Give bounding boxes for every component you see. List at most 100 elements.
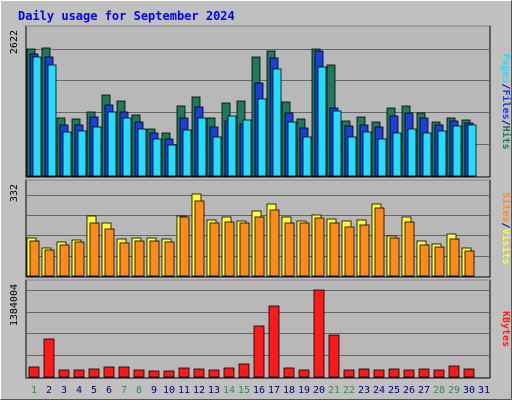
top-pages-bar-day-14 bbox=[227, 115, 237, 177]
top-legend-item-4: / bbox=[500, 120, 511, 126]
top-pages-bar-day-20 bbox=[317, 66, 327, 177]
bottom-kbytes-bar-day-8 bbox=[133, 369, 145, 378]
middle-sites-bar-day-11 bbox=[179, 216, 190, 277]
bottom-kbytes-bar-day-11 bbox=[178, 367, 190, 378]
x-tick-label-day-4: 4 bbox=[76, 385, 82, 396]
bottom-kbytes-bar-day-10 bbox=[163, 370, 175, 378]
bottom-kbytes-bar-day-22 bbox=[343, 369, 355, 378]
x-tick-label-day-10: 10 bbox=[163, 385, 175, 396]
bottom-kbytes-bar-day-7 bbox=[118, 366, 130, 378]
x-tick-label-day-15: 15 bbox=[238, 385, 250, 396]
x-tick-label-day-3: 3 bbox=[61, 385, 67, 396]
x-tick-label-day-14: 14 bbox=[223, 385, 235, 396]
bottom-kbytes-bar-day-13 bbox=[208, 369, 220, 378]
top-pages-bar-day-16 bbox=[257, 98, 267, 177]
top-legend-item-2: / bbox=[500, 83, 511, 89]
top-pages-bar-day-26 bbox=[407, 128, 417, 177]
top-pages-bar-day-24 bbox=[377, 138, 387, 177]
middle-sites-bar-day-9 bbox=[149, 240, 160, 277]
top-pages-bar-day-28 bbox=[437, 130, 447, 177]
middle-sites-bar-day-14 bbox=[224, 221, 235, 277]
top-pages-bar-day-5 bbox=[92, 126, 102, 177]
middle-legend-item-2: / bbox=[500, 222, 511, 228]
bottom-kbytes-bar-day-16 bbox=[253, 325, 265, 378]
middle-sites-bar-day-15 bbox=[239, 222, 250, 277]
x-tick-label-day-9: 9 bbox=[151, 385, 157, 396]
middle-sites-bar-day-3 bbox=[59, 244, 70, 277]
bottom-kbytes-bar-day-9 bbox=[148, 370, 160, 378]
top-pages-bar-day-11 bbox=[182, 129, 192, 177]
top-legend: Pages/Files/Hits bbox=[500, 53, 512, 149]
middle-sites-bar-day-17 bbox=[269, 209, 280, 277]
top-pages-bar-day-19 bbox=[302, 136, 312, 177]
top-pages-bar-day-23 bbox=[362, 131, 372, 177]
bottom-kbytes-bar-day-19 bbox=[298, 369, 310, 378]
middle-legend-item-1: Sites bbox=[500, 192, 512, 222]
top-pages-bar-day-2 bbox=[47, 64, 57, 177]
bottom-kbytes-bar-day-18 bbox=[283, 367, 295, 378]
top-pages-bar-day-18 bbox=[287, 121, 297, 177]
top-pages-bar-day-7 bbox=[122, 117, 132, 177]
top-pages-bar-day-13 bbox=[212, 136, 222, 177]
x-tick-label-day-12: 12 bbox=[193, 385, 205, 396]
top-pages-bar-day-29 bbox=[452, 125, 462, 177]
top-pages-bar-day-9 bbox=[152, 138, 162, 177]
bottom-legend-item-1: KBytes bbox=[500, 311, 511, 347]
x-tick-label-day-17: 17 bbox=[268, 385, 280, 396]
x-tick-label-day-30: 30 bbox=[463, 385, 475, 396]
x-tick-label-day-2: 2 bbox=[46, 385, 52, 396]
middle-sites-bar-day-16 bbox=[254, 216, 265, 277]
x-tick-label-day-5: 5 bbox=[91, 385, 97, 396]
x-tick-label-day-29: 29 bbox=[448, 385, 460, 396]
bottom-kbytes-bar-day-3 bbox=[58, 369, 70, 378]
middle-sites-bar-day-26 bbox=[404, 221, 415, 277]
middle-sites-bar-day-22 bbox=[344, 226, 355, 277]
x-tick-label-day-22: 22 bbox=[343, 385, 355, 396]
bottom-kbytes-bar-day-4 bbox=[73, 369, 85, 378]
bottom-kbytes-bar-day-14 bbox=[223, 367, 235, 378]
bottom-kbytes-bar-day-15 bbox=[238, 363, 250, 378]
middle-sites-bar-day-18 bbox=[284, 222, 295, 277]
x-tick-label-day-25: 25 bbox=[388, 385, 400, 396]
top-legend-item-1: Pages bbox=[500, 53, 511, 83]
x-tick-label-day-8: 8 bbox=[136, 385, 142, 396]
middle-ymax-label: 332 bbox=[9, 184, 20, 202]
bottom-legend: KBytes bbox=[500, 311, 511, 347]
chart-title: Daily usage for September 2024 bbox=[18, 9, 235, 23]
bottom-kbytes-bar-day-23 bbox=[358, 368, 370, 378]
top-pages-bar-day-6 bbox=[107, 111, 117, 177]
bottom-ymax-label: 1384004 bbox=[9, 284, 20, 326]
top-pages-bar-day-10 bbox=[167, 144, 177, 177]
bottom-kbytes-bar-day-30 bbox=[463, 368, 475, 378]
bottom-kbytes-bar-day-1 bbox=[28, 366, 40, 378]
middle-sites-bar-day-6 bbox=[104, 228, 115, 277]
middle-sites-bar-day-5 bbox=[89, 222, 100, 277]
top-pages-bar-day-22 bbox=[347, 136, 357, 177]
middle-sites-bar-day-27 bbox=[419, 244, 430, 277]
middle-sites-bar-day-4 bbox=[74, 241, 85, 277]
x-tick-label-day-6: 6 bbox=[106, 385, 112, 396]
x-tick-label-day-1: 1 bbox=[31, 385, 37, 396]
x-tick-label-day-31: 31 bbox=[478, 385, 490, 396]
middle-sites-bar-day-1 bbox=[29, 240, 40, 277]
middle-sites-bar-day-25 bbox=[389, 237, 400, 277]
top-pages-bar-day-25 bbox=[392, 132, 402, 177]
middle-sites-bar-day-29 bbox=[449, 238, 460, 277]
bottom-kbytes-bar-day-12 bbox=[193, 368, 205, 378]
bottom-kbytes-bar-day-29 bbox=[448, 365, 460, 378]
x-tick-label-day-19: 19 bbox=[298, 385, 310, 396]
top-legend-item-5: Hits bbox=[500, 126, 512, 150]
top-ymax-label: 2622 bbox=[9, 30, 20, 54]
x-tick-label-day-26: 26 bbox=[403, 385, 415, 396]
x-tick-label-day-16: 16 bbox=[253, 385, 265, 396]
x-tick-label-day-11: 11 bbox=[178, 385, 190, 396]
middle-sites-bar-day-7 bbox=[119, 242, 130, 277]
top-pages-bar-day-15 bbox=[242, 119, 252, 177]
bottom-kbytes-bar-day-24 bbox=[373, 369, 385, 378]
top-pages-bar-day-12 bbox=[197, 117, 207, 177]
bottom-kbytes-bar-day-25 bbox=[388, 368, 400, 378]
bottom-kbytes-bar-day-21 bbox=[328, 334, 340, 378]
bottom-kbytes-bar-day-28 bbox=[433, 369, 445, 378]
middle-sites-bar-day-21 bbox=[329, 222, 340, 277]
